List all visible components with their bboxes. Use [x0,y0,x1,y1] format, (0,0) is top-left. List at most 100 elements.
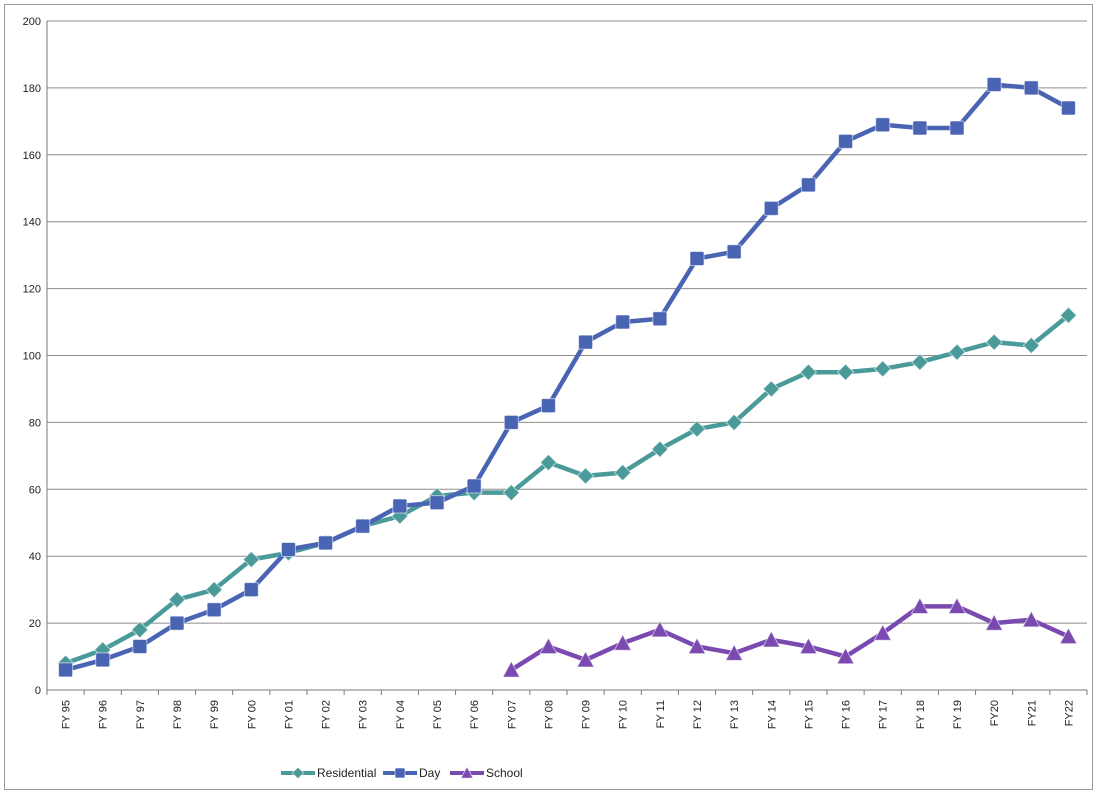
data-point-day [466,478,482,494]
data-point-school [724,643,744,661]
x-axis-ticks: FY 95 FY 96 FY 97 FY 98 FY 99 FY 00 FY 01 FY 02… [61,700,1076,729]
x-tick-label: FY20 [989,700,1001,726]
data-point-school [836,647,855,665]
data-point-school [799,637,818,655]
y-tick-label: 180 [23,83,41,95]
axes [46,21,1088,695]
data-point-residential [242,550,261,569]
y-tick-label: 20 [29,618,41,630]
x-tick-label: FY 08 [543,700,555,729]
data-point-day [912,120,928,136]
series-day [58,77,1076,678]
x-tick-label: FY 05 [432,700,444,729]
y-tick-label: 160 [23,150,41,162]
y-tick-label: 200 [23,16,41,28]
data-point-residential [205,580,223,599]
data-point-day [800,177,816,193]
x-tick-label: FY 16 [841,700,853,729]
data-point-residential [911,353,929,371]
data-point-school [947,596,967,615]
legend-item-day: Day [383,766,440,780]
legend: Residential Day School [281,765,523,780]
data-point-day [1060,100,1076,116]
data-point-day [838,133,854,149]
x-tick-label: FY 14 [766,700,778,729]
data-point-day [949,120,965,136]
x-tick-label: FY 11 [655,700,667,728]
data-point-school [910,596,930,615]
x-tick-label: FY 97 [135,700,147,729]
gridlines [47,20,1087,624]
legend-label-day: Day [419,766,440,780]
y-tick-label: 60 [29,484,41,496]
data-point-day [1023,80,1039,96]
x-tick-label: FY 17 [878,700,890,729]
x-tick-label: FY 99 [209,700,221,729]
data-point-school [984,613,1004,631]
data-point-residential [985,333,1003,351]
series-school [502,596,1078,678]
data-point-day [986,77,1002,93]
y-tick-label: 140 [23,217,41,229]
x-tick-label: FY 95 [61,700,73,729]
x-tick-label: FY 09 [581,700,593,729]
data-point-school [873,623,892,641]
y-tick-label: 100 [23,351,41,363]
data-point-residential [948,343,966,361]
data-point-day [615,314,631,330]
data-point-day [392,498,408,514]
data-point-residential [725,413,743,432]
legend-label-school: School [486,766,523,780]
data-point-day [503,414,519,430]
data-point-school [650,620,670,638]
x-tick-label: FY 15 [803,700,815,729]
legend-marker-school [460,765,474,779]
x-tick-label: FY22 [1063,700,1075,726]
x-tick-label: FY 06 [469,700,481,729]
data-point-school [502,660,521,678]
data-point-school [1022,610,1041,628]
data-point-residential [799,363,818,381]
series-line-day [64,82,1070,673]
data-point-day [169,615,185,631]
data-point-day [429,495,445,511]
legend-marker-day [394,767,406,779]
data-point-day [689,250,705,266]
x-tick-label: FY 01 [283,700,295,729]
y-tick-label: 0 [35,685,41,697]
x-tick-label: FY 10 [618,700,630,729]
data-point-school [687,637,707,655]
legend-item-school: School [450,765,523,780]
data-point-school [576,650,595,668]
legend-marker-residential [291,766,305,780]
data-point-day [132,639,148,655]
data-point-residential [613,463,632,482]
data-point-day [243,582,259,598]
data-point-day [540,398,556,414]
data-point-day [578,334,594,350]
data-point-residential [651,440,669,458]
series-line-residential [64,313,1070,666]
data-point-day [206,602,222,618]
data-point-residential [762,380,781,398]
x-tick-label: FY 02 [321,700,333,729]
series-group [56,77,1078,678]
data-point-day [726,244,742,260]
x-tick-label: FY 18 [915,700,927,729]
data-point-day [318,535,334,551]
y-tick-label: 80 [29,417,41,429]
data-point-day [763,200,779,216]
y-tick-label: 40 [29,551,41,563]
data-point-residential [1059,306,1078,325]
legend-label-residential: Residential [317,766,376,780]
x-tick-label: FY 13 [729,700,741,729]
data-point-residential [836,363,855,381]
x-tick-label: FY 00 [246,700,258,729]
data-point-school [613,633,632,651]
x-tick-label: FY 12 [692,700,704,729]
data-point-residential [688,420,706,438]
data-point-residential [1022,336,1041,355]
data-point-day [652,311,668,327]
data-point-school [1059,627,1078,645]
y-tick-label: 120 [23,284,41,296]
